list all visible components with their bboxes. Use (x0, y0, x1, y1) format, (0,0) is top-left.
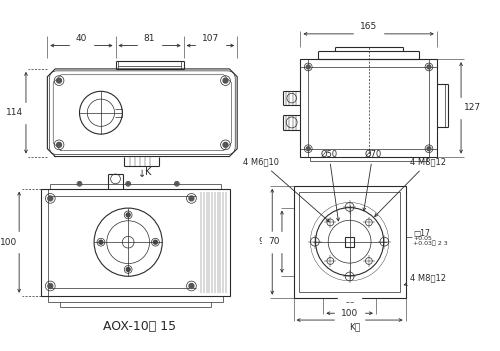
Circle shape (427, 65, 431, 69)
Text: □17: □17 (414, 230, 430, 238)
Text: K向: K向 (349, 322, 360, 331)
Text: 70: 70 (268, 237, 280, 246)
Text: 127: 127 (464, 103, 480, 112)
Text: 100: 100 (0, 238, 16, 247)
Circle shape (99, 240, 103, 244)
Circle shape (56, 143, 62, 147)
Circle shape (48, 196, 52, 201)
Text: 81: 81 (144, 34, 156, 43)
Bar (294, 186, 406, 298)
Bar (300, 59, 436, 157)
Text: ↓: ↓ (138, 169, 146, 179)
Text: 4 M6淲10: 4 M6淲10 (243, 157, 329, 221)
Text: 4 M8淲12: 4 M8淲12 (404, 273, 446, 285)
Circle shape (126, 267, 130, 271)
Text: 107: 107 (202, 34, 219, 43)
Circle shape (223, 78, 228, 83)
Circle shape (223, 143, 228, 147)
Text: 114: 114 (6, 108, 24, 117)
Circle shape (56, 78, 62, 83)
Bar (40, 188, 230, 296)
Text: Ø70: Ø70 (363, 150, 382, 211)
Text: 100: 100 (341, 309, 358, 318)
Text: 40: 40 (76, 34, 87, 43)
Circle shape (48, 284, 52, 289)
Text: 82: 82 (344, 302, 356, 311)
Circle shape (154, 240, 158, 244)
Text: +0.05: +0.05 (414, 236, 432, 241)
Circle shape (126, 182, 130, 185)
Circle shape (189, 284, 194, 289)
Circle shape (427, 147, 431, 151)
Circle shape (189, 196, 194, 201)
Circle shape (126, 213, 130, 217)
Text: K: K (144, 167, 151, 177)
Bar (300, 192, 400, 292)
Text: 165: 165 (360, 22, 377, 32)
Circle shape (306, 65, 310, 69)
Circle shape (78, 182, 81, 185)
Text: 4 M8淲12: 4 M8淲12 (374, 157, 446, 217)
Bar (344, 237, 354, 246)
Text: +0.03深 2 3: +0.03深 2 3 (414, 241, 448, 246)
Text: Ø50: Ø50 (320, 150, 340, 221)
Text: AOX-10、 15: AOX-10、 15 (104, 320, 176, 333)
Circle shape (176, 182, 178, 185)
Circle shape (306, 147, 310, 151)
Text: 90: 90 (258, 237, 270, 246)
